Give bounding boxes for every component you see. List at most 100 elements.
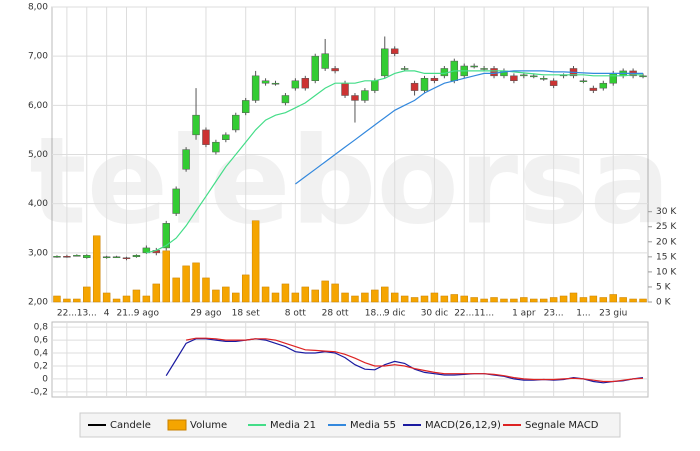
volume-bar xyxy=(142,295,151,303)
candle-body xyxy=(470,65,478,68)
volume-bar xyxy=(192,262,200,303)
candle-body xyxy=(390,48,399,54)
y2-tick-label: 10 K xyxy=(656,267,677,277)
volume-bar xyxy=(341,292,349,303)
candle-body xyxy=(351,95,359,101)
volume-bar xyxy=(579,297,588,303)
x-tick-label: 1... xyxy=(576,309,590,319)
volume-bar xyxy=(361,292,369,303)
volume-bar xyxy=(202,277,210,303)
candle-body xyxy=(311,55,319,82)
y2-tick-label: 5 K xyxy=(656,282,672,292)
x-tick-label: 4 xyxy=(104,309,110,319)
volume-bar xyxy=(450,294,459,303)
x-tick-label: 29 ago xyxy=(190,309,222,319)
legend-label: Media 21 xyxy=(270,420,316,431)
volume-bar xyxy=(530,298,538,303)
x-tick-label: 1 apr xyxy=(512,309,536,319)
x-tick-label: 23 giu xyxy=(599,309,627,319)
candle-body xyxy=(599,82,608,89)
volume-bar xyxy=(520,297,528,303)
x-tick-label: 11... xyxy=(474,309,494,319)
y-tick-label: -0,2 xyxy=(30,387,48,397)
volume-bar xyxy=(569,292,578,303)
volume-bar xyxy=(470,297,478,303)
volume-bar xyxy=(321,280,329,303)
candle-body xyxy=(430,78,439,81)
volume-bar xyxy=(460,295,468,303)
candle-body xyxy=(410,82,419,91)
y2-tick-label: 25 K xyxy=(656,222,677,232)
candle-body xyxy=(420,78,429,91)
volume-bar xyxy=(311,289,319,303)
legend-label: Segnale MACD xyxy=(525,420,599,431)
volume-bar xyxy=(222,286,230,303)
candle-body xyxy=(301,78,310,89)
candle-body xyxy=(510,75,518,82)
legend-label: Media 55 xyxy=(350,420,396,431)
volume-bar xyxy=(410,297,419,303)
x-tick-label: 22... xyxy=(454,309,474,319)
y-tick-label: 0,8 xyxy=(34,323,49,333)
volume-bar xyxy=(400,295,409,303)
volume-bar xyxy=(63,298,71,303)
y-tick-label: 6,00 xyxy=(28,101,48,111)
y2-tick-label: 20 K xyxy=(656,237,677,247)
plot-area xyxy=(51,321,649,398)
volume-bar xyxy=(331,283,339,303)
volume-bar xyxy=(559,295,568,303)
x-tick-label: 18... xyxy=(365,309,385,319)
candle-body xyxy=(480,68,488,70)
candle-body xyxy=(261,80,270,84)
volume-bar xyxy=(251,220,260,303)
volume-bar xyxy=(261,286,270,303)
volume-bar xyxy=(500,298,508,303)
volume-bar xyxy=(241,274,250,303)
candle-body xyxy=(162,223,170,249)
candle-body xyxy=(142,247,151,254)
candle-body xyxy=(609,73,617,84)
candle-body xyxy=(222,134,230,140)
candle-body xyxy=(400,68,409,70)
candle-body xyxy=(112,256,121,259)
candle-body xyxy=(440,68,449,77)
candle-body xyxy=(251,75,260,101)
y2-tick-label: 0 K xyxy=(656,298,672,308)
candle-body xyxy=(281,95,290,104)
candle-body xyxy=(291,80,300,89)
volume-bar xyxy=(122,295,131,303)
candle-body xyxy=(520,74,528,77)
line-series xyxy=(146,70,643,254)
legend-label: MACD(26,12,9) xyxy=(425,420,501,431)
volume-bar xyxy=(102,292,111,303)
x-tick-label: 21... xyxy=(116,309,136,319)
y-tick-label: 8,00 xyxy=(28,3,48,13)
volume-bar xyxy=(480,298,488,303)
candle-body xyxy=(321,53,329,69)
candle-body xyxy=(539,78,548,80)
watermark: teleborsa xyxy=(29,113,670,252)
y-tick-label: 5,00 xyxy=(28,150,48,160)
y-tick-label: 0,2 xyxy=(34,361,48,371)
candle-body xyxy=(202,129,210,145)
x-tick-label: 8 ott xyxy=(285,309,307,319)
volume-bar xyxy=(609,294,617,303)
line-series xyxy=(185,337,644,383)
candle-body xyxy=(639,75,647,78)
candle-body xyxy=(589,87,598,91)
candle-body xyxy=(63,256,71,258)
candle-body xyxy=(232,114,240,131)
volume-bar xyxy=(440,295,449,303)
y2-tick-label: 30 K xyxy=(656,207,677,217)
candle-body xyxy=(241,100,250,113)
x-tick-label: 23... xyxy=(544,309,564,319)
candle-body xyxy=(172,188,180,214)
candle-body xyxy=(132,255,141,258)
x-tick-label: 9 ago xyxy=(134,309,160,319)
volume-bar xyxy=(539,298,548,303)
volume-bar xyxy=(301,286,310,303)
volume-bar xyxy=(162,250,170,303)
volume-bar xyxy=(112,298,121,303)
line-series xyxy=(295,70,643,185)
volume-bar xyxy=(490,297,498,303)
